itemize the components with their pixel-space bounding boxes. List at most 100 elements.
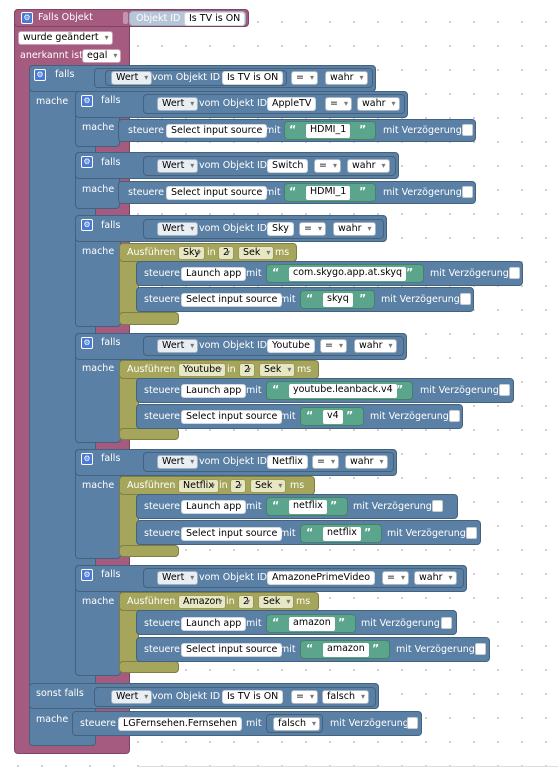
- exec-youtube-footer: [119, 428, 179, 440]
- exec-amazon-unit-dropdown[interactable]: Sek: [258, 595, 295, 609]
- exec-youtube-label: Ausführen: [127, 364, 176, 375]
- control-netflix-source-value[interactable]: netflix: [323, 527, 361, 541]
- exec-sky-unit-dropdown[interactable]: Sek: [238, 246, 275, 260]
- exec-sky-name[interactable]: Sky: [178, 246, 205, 260]
- control-appletv-value-field[interactable]: HDMI_1: [306, 124, 351, 138]
- if-youtube-oid-field[interactable]: Youtube: [267, 339, 315, 353]
- control-amazon-source-target[interactable]: Select input source: [181, 643, 283, 657]
- if-sky-op-dropdown[interactable]: =: [299, 222, 326, 236]
- if-sky-compare-dropdown[interactable]: wahr: [333, 222, 376, 236]
- if-youtube-gear-icon[interactable]: ⚙: [81, 337, 93, 349]
- if-youtube-op-dropdown[interactable]: =: [320, 339, 347, 353]
- else-if-op-dropdown[interactable]: =: [291, 690, 318, 704]
- control-youtube-launch-target[interactable]: Launch app: [181, 384, 247, 398]
- if-switch-value-dropdown[interactable]: Wert: [157, 159, 199, 173]
- control-amazon-source-delay-checkbox[interactable]: [475, 643, 486, 655]
- exec-amazon-delay[interactable]: 2: [238, 595, 255, 609]
- control-youtube-source-delay-checkbox[interactable]: [449, 410, 460, 422]
- control-else-delay-checkbox[interactable]: [407, 717, 418, 729]
- if-youtube-value-dropdown[interactable]: Wert: [157, 339, 199, 353]
- control-sky-launch-target[interactable]: Launch app: [181, 267, 247, 281]
- main-if-label: falls: [55, 69, 75, 80]
- control-else-target[interactable]: LGFernsehen.Fernsehen: [118, 717, 243, 731]
- control-sky-source-with: mit: [280, 294, 296, 305]
- exec-sky-delay[interactable]: 2: [218, 246, 235, 260]
- if-amazon-gear-icon[interactable]: ⚙: [81, 569, 93, 581]
- trigger-changed-dropdown[interactable]: wurde geändert: [18, 31, 113, 45]
- if-netflix-op-dropdown[interactable]: =: [312, 455, 339, 469]
- else-if-value-dropdown[interactable]: Wert: [111, 690, 153, 704]
- control-sky-source-delay-checkbox[interactable]: [460, 293, 471, 305]
- if-amazon-value-dropdown[interactable]: Wert: [157, 571, 199, 585]
- main-if-oid-field[interactable]: Is TV is ON: [222, 71, 284, 85]
- control-netflix-source-delay-checkbox[interactable]: [466, 527, 477, 539]
- if-sky-gear-icon[interactable]: ⚙: [81, 219, 93, 231]
- if-netflix-gear-icon[interactable]: ⚙: [81, 453, 93, 465]
- control-sky-source-value[interactable]: skyq: [323, 293, 353, 307]
- control-amazon-launch-delay-checkbox[interactable]: [441, 617, 452, 629]
- control-netflix-launch-value[interactable]: netflix: [289, 500, 327, 514]
- control-amazon-launch-target[interactable]: Launch app: [181, 617, 247, 631]
- trigger-ack-dropdown[interactable]: egal: [82, 49, 122, 63]
- control-switch-target[interactable]: Select input source: [166, 186, 268, 200]
- control-switch-value-field[interactable]: HDMI_1: [306, 186, 351, 200]
- control-sky-launch-delay-checkbox[interactable]: [509, 267, 520, 279]
- if-switch-op-dropdown[interactable]: =: [314, 159, 341, 173]
- if-netflix-value-dropdown[interactable]: Wert: [157, 455, 199, 469]
- if-youtube-compare-dropdown[interactable]: wahr: [354, 339, 397, 353]
- exec-netflix-delay[interactable]: 2: [230, 479, 247, 493]
- if-netflix-compare-dropdown[interactable]: wahr: [345, 455, 388, 469]
- control-appletv-label: steuere: [128, 125, 164, 136]
- control-youtube-launch-delay-checkbox[interactable]: [499, 384, 510, 396]
- main-if-compare-dropdown[interactable]: wahr: [325, 71, 368, 85]
- trigger-socket: [123, 12, 128, 24]
- control-appletv-delay-checkbox[interactable]: [462, 124, 473, 136]
- control-netflix-source-target[interactable]: Select input source: [181, 527, 283, 541]
- if-appletv-gear-icon[interactable]: ⚙: [81, 95, 93, 107]
- if-switch-gear-icon[interactable]: ⚙: [81, 156, 93, 168]
- exec-amazon-name[interactable]: Amazon: [178, 595, 227, 609]
- control-amazon-launch-value[interactable]: amazon: [289, 617, 335, 631]
- exec-sky-label: Ausführen: [127, 247, 176, 258]
- control-youtube-launch-value[interactable]: youtube.leanback.v4: [289, 384, 397, 398]
- exec-netflix-in: in: [219, 480, 228, 491]
- exec-youtube-name[interactable]: Youtube: [178, 363, 226, 377]
- if-netflix-oid-field[interactable]: Netflix: [267, 455, 308, 469]
- main-if-op-dropdown[interactable]: =: [291, 71, 318, 85]
- else-if-compare-dropdown[interactable]: falsch: [322, 690, 369, 704]
- else-if-oid-field[interactable]: Is TV is ON: [222, 690, 284, 704]
- workspace-border: [138, 766, 558, 767]
- control-youtube-source-value[interactable]: v4: [323, 410, 343, 424]
- trigger-gear-icon[interactable]: ⚙: [21, 12, 33, 24]
- exec-youtube-delay[interactable]: 2: [239, 363, 256, 377]
- if-amazon-op-dropdown[interactable]: =: [382, 571, 409, 585]
- if-switch-oid-field[interactable]: Switch: [267, 159, 309, 173]
- exec-youtube-unit-dropdown[interactable]: Sek: [259, 363, 296, 377]
- if-youtube-label: falls: [101, 337, 121, 348]
- main-if-gear-icon[interactable]: ⚙: [34, 69, 46, 81]
- if-amazon-compare-dropdown[interactable]: wahr: [414, 571, 457, 585]
- main-if-value-dropdown[interactable]: Wert: [111, 71, 153, 85]
- control-else-bool-dropdown[interactable]: falsch: [273, 717, 320, 731]
- if-switch-compare-dropdown[interactable]: wahr: [347, 159, 390, 173]
- exec-sky-ms: ms: [275, 247, 290, 258]
- if-sky-oid-field[interactable]: Sky: [267, 222, 294, 236]
- control-netflix-launch-delay-label: mit Verzögerung: [353, 501, 432, 512]
- control-sky-launch-value[interactable]: com.skygo.app.at.skyq: [289, 267, 406, 281]
- control-amazon-source-value[interactable]: amazon: [323, 643, 369, 657]
- if-sky-value-dropdown[interactable]: Wert: [157, 222, 199, 236]
- if-appletv-op-dropdown[interactable]: =: [325, 97, 352, 111]
- if-appletv-value-dropdown[interactable]: Wert: [157, 97, 199, 111]
- if-appletv-compare-dropdown[interactable]: wahr: [357, 97, 400, 111]
- control-netflix-launch-target[interactable]: Launch app: [181, 500, 247, 514]
- exec-netflix-unit-dropdown[interactable]: Sek: [250, 479, 287, 493]
- trigger-oid-field[interactable]: Is TV is ON: [184, 12, 246, 26]
- control-netflix-launch-delay-checkbox[interactable]: [432, 500, 443, 512]
- if-appletv-oid-field[interactable]: AppleTV: [267, 97, 317, 111]
- control-appletv-target[interactable]: Select input source: [166, 124, 268, 138]
- exec-netflix-name[interactable]: Netflix: [178, 479, 219, 493]
- control-sky-source-target[interactable]: Select input source: [181, 293, 283, 307]
- control-switch-delay-checkbox[interactable]: [462, 186, 473, 198]
- control-youtube-source-target[interactable]: Select input source: [181, 410, 283, 424]
- if-amazon-oid-field[interactable]: AmazonePrimeVideo: [267, 571, 376, 585]
